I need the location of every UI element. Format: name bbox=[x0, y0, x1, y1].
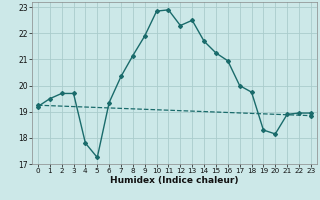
X-axis label: Humidex (Indice chaleur): Humidex (Indice chaleur) bbox=[110, 176, 239, 185]
